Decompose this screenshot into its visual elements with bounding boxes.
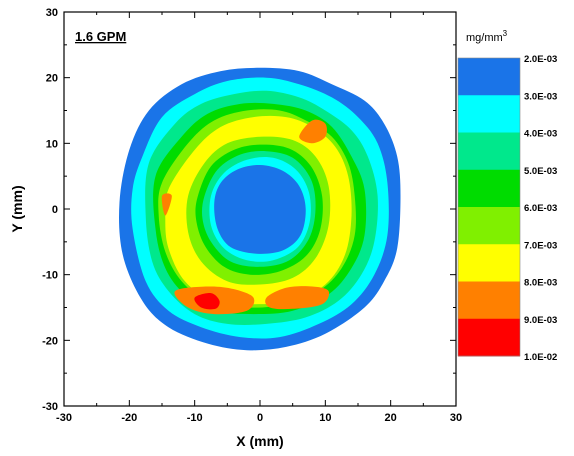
x-tick-label-3: 0 [257,412,263,424]
x-tick-label-6: 30 [450,412,462,424]
contour-region-13 [299,119,327,144]
colorbar: 2.0E-03 3.0E-03 4.0E-03 5.0E-03 6.0E-03 7.0E-… [457,54,557,363]
colorbar-label-4: 6.0E-03 [524,203,557,214]
colorbar-band-3 [458,169,520,208]
colorbar-unit: mg/mm3 [466,29,508,44]
colorbar-label-7: 9.0E-03 [524,315,557,326]
contour-region-10 [214,164,306,254]
colorbar-band-1 [458,95,520,133]
x-tick-label-0: -30 [56,412,72,424]
contour-region-15 [194,293,220,310]
x-tick-label-5: 20 [385,412,397,424]
y-axis-label: Y (mm) [9,185,25,232]
x-axis-label: X (mm) [236,433,283,449]
axis-layer: -30 -20 -10 0 10 20 30 -30 -20 -10 0 10 20 30 [42,7,462,424]
colorbar-label-8: 1.0E-02 [524,352,557,363]
y-tick-label-4: 10 [46,138,58,150]
x-tick-label-4: 10 [319,412,331,424]
y-tick-label-0: -30 [42,401,58,413]
y-tick-label-1: -20 [42,335,58,347]
colorbar-band-6 [458,281,520,320]
colorbar-unit-base: mg/mm [466,32,503,44]
contour-region-12 [265,286,330,310]
y-tick-label-5: 20 [46,73,58,85]
x-tick-label-2: -10 [187,412,203,424]
colorbar-label-0: 2.0E-03 [524,54,557,65]
y-tick-label-6: 30 [46,7,58,19]
annotation-label: 1.6 GPM [75,29,126,44]
colorbar-frame [457,57,521,357]
y-tick-label-3: 0 [52,204,58,216]
colorbar-band-2 [458,132,520,171]
colorbar-label-6: 8.0E-03 [524,278,557,289]
colorbar-label-3: 5.0E-03 [524,166,557,177]
colorbar-band-0 [458,58,520,96]
colorbar-band-4 [458,207,520,245]
y-tick-label-2: -10 [42,270,58,282]
colorbar-label-1: 3.0E-03 [524,91,557,102]
colorbar-band-7 [458,318,520,357]
contour-layer [119,67,401,351]
x-tick-label-1: -20 [121,412,137,424]
colorbar-unit-sup: 3 [503,29,508,38]
colorbar-label-2: 4.0E-03 [524,129,557,140]
colorbar-label-5: 7.0E-03 [524,240,557,251]
colorbar-band-5 [458,244,520,282]
contour-region-14 [161,193,172,216]
